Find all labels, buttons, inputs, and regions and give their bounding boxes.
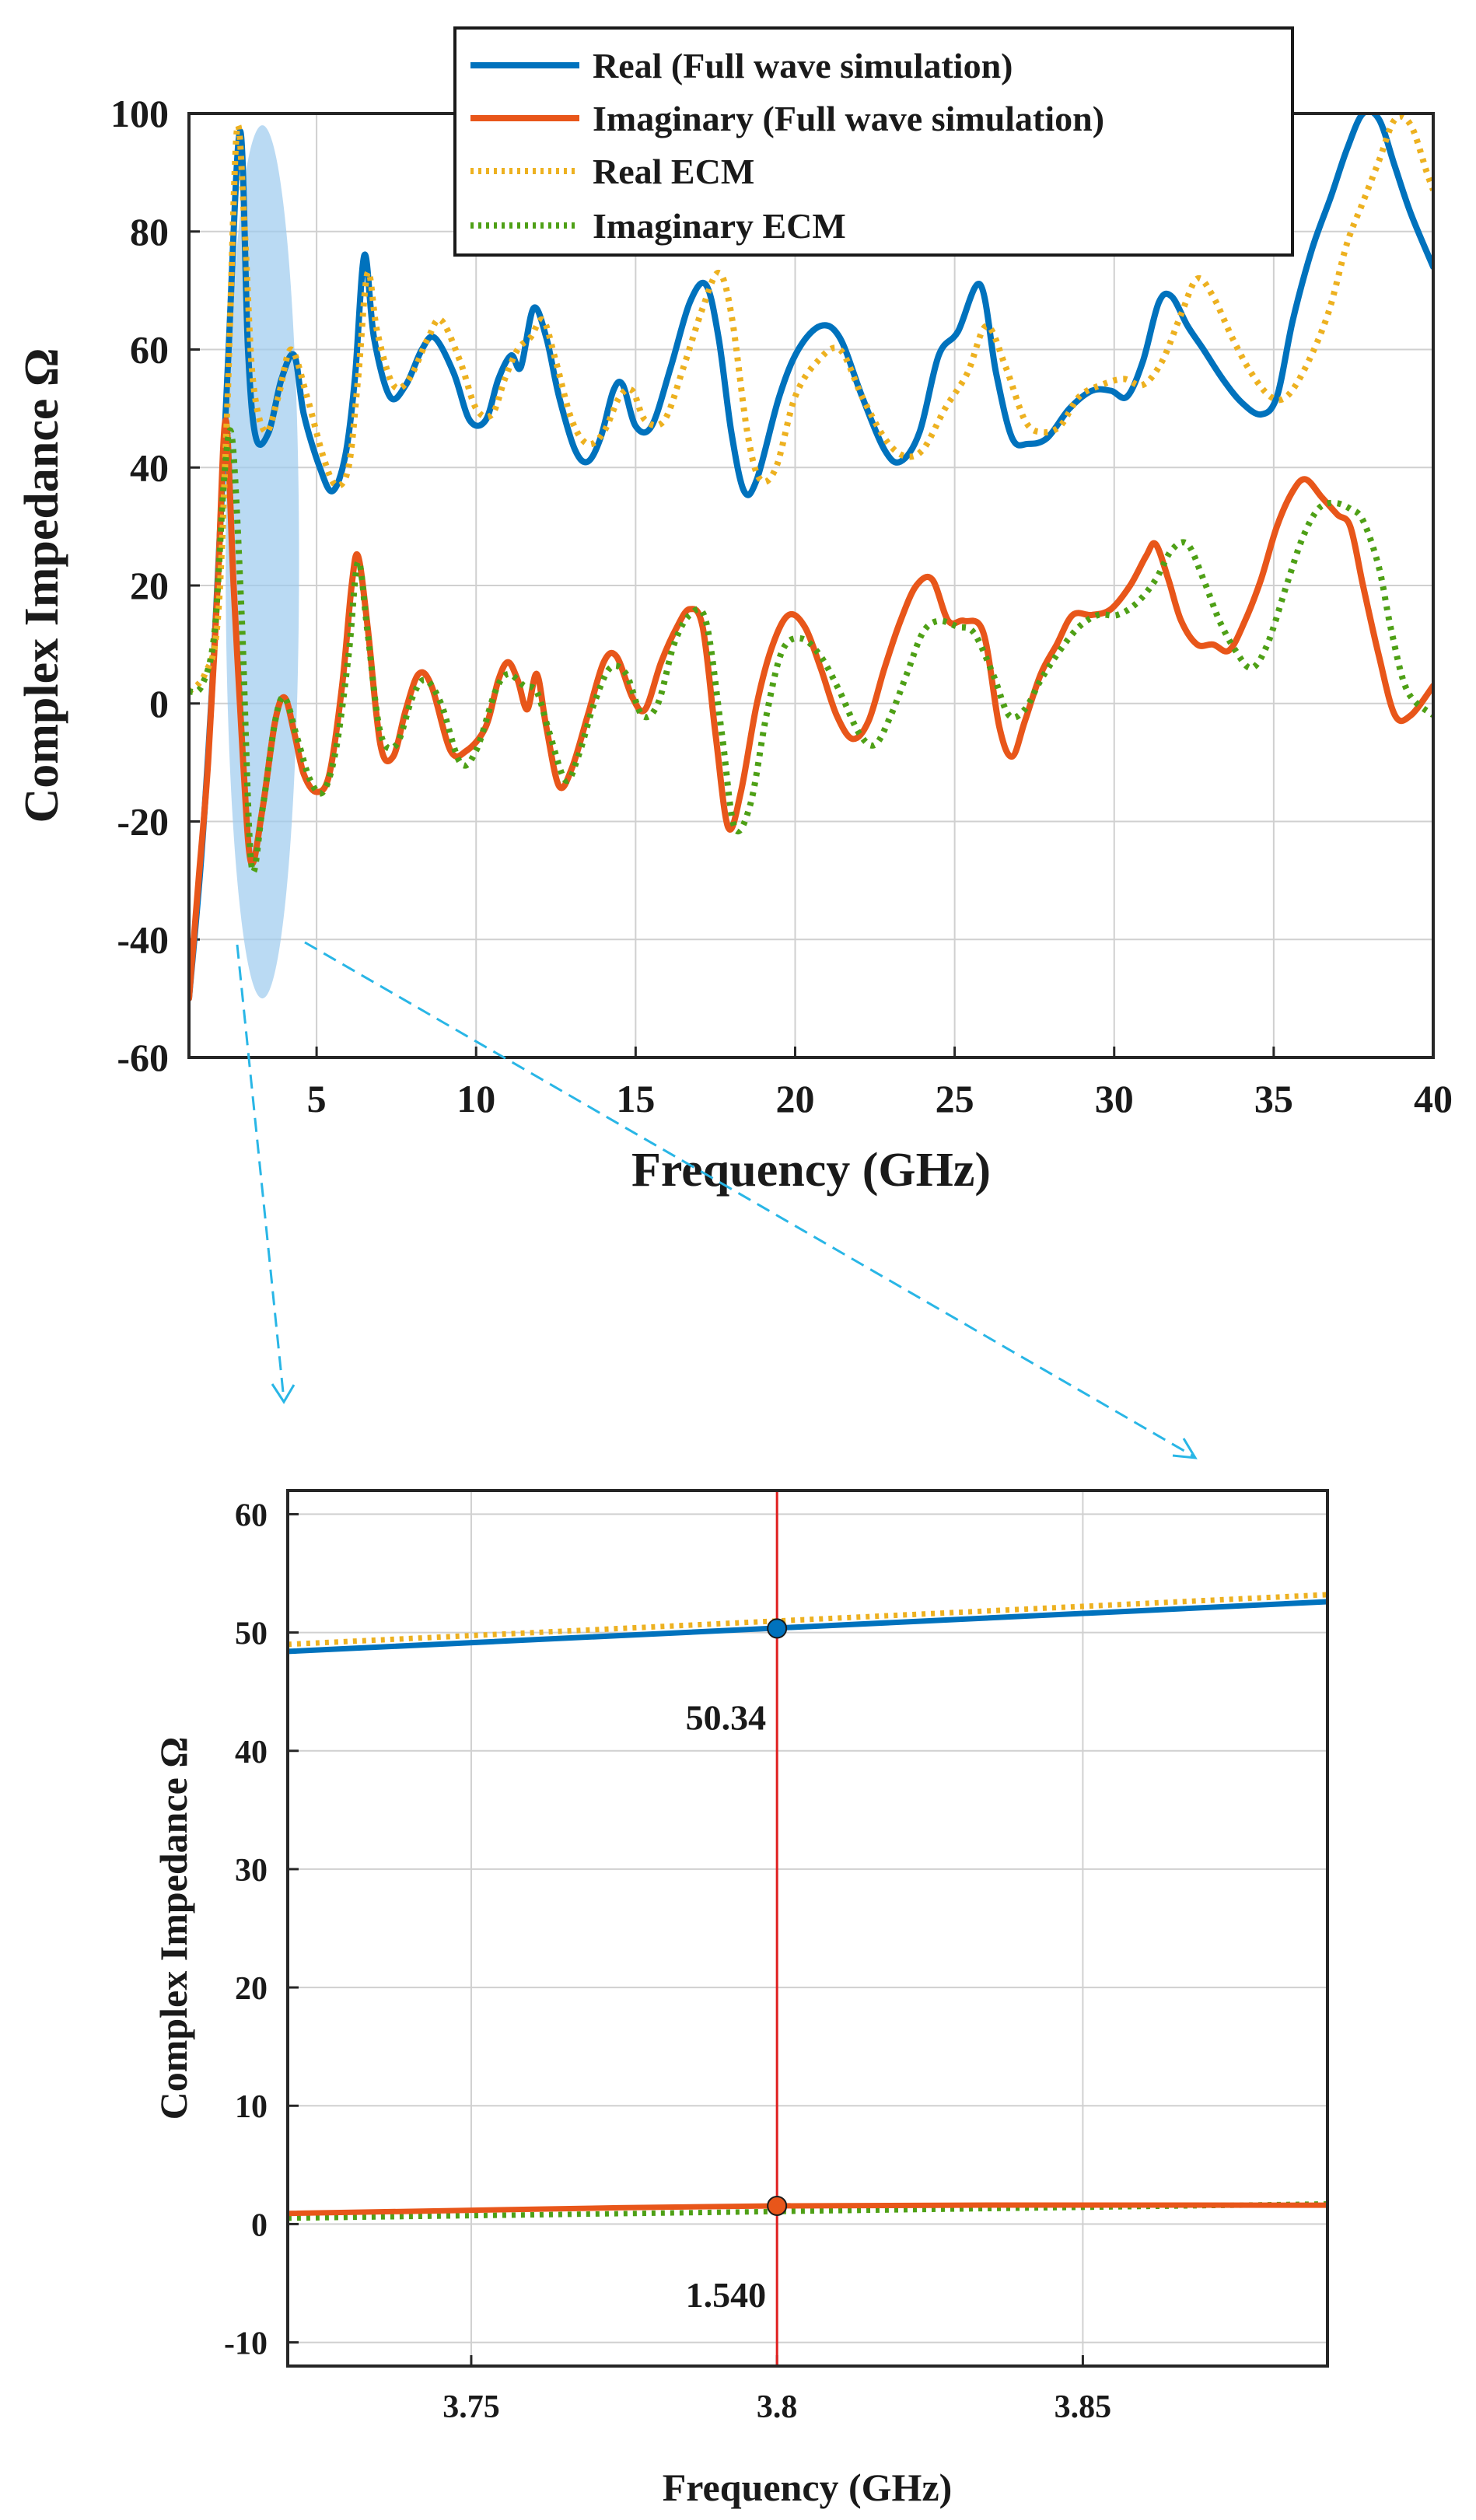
series-line-imaginary-ecm: [189, 427, 1433, 876]
x-tick-label: 10: [456, 1077, 495, 1120]
zoom-data-tips: 50.34 1.540: [686, 1618, 788, 2315]
legend-entry: Imaginary (Full wave simulation): [470, 99, 1104, 138]
main-legend: Real (Full wave simulation) Imaginary (F…: [453, 26, 1294, 257]
y-tick-label: -20: [117, 800, 169, 844]
legend-label: Real (Full wave simulation): [593, 46, 1013, 86]
zoom-arrow-right: [304, 941, 1194, 1458]
legend-label: Real ECM: [593, 152, 754, 191]
y-tick-label: 80: [130, 210, 169, 253]
y-tick-label: 100: [110, 92, 169, 135]
y-tick-label: 20: [235, 1971, 268, 2007]
data-tip-label: 50.34: [686, 1697, 767, 1737]
zoom-plot-frame: [286, 1489, 1329, 2368]
zoom-callout-arrows: [236, 941, 1198, 1459]
legend-label: Imaginary ECM: [593, 206, 846, 246]
legend-entry: Real ECM: [470, 152, 754, 191]
x-tick-label: 3.85: [1055, 2389, 1112, 2425]
main-y-axis-title: Complex Impedance Ω: [16, 348, 68, 823]
y-tick-label: 30: [235, 1853, 268, 1889]
legend-box: [453, 26, 1294, 257]
main-x-axis-title: Frequency (GHz): [631, 1144, 991, 1197]
zoom-tick-labels: 3.75 3.8 3.85 -10 0 10 20 30 40 50 60: [224, 1498, 1111, 2425]
zoom-x-axis-title: Frequency (GHz): [663, 2466, 953, 2509]
x-tick-label: 20: [775, 1077, 814, 1120]
x-tick-label: 35: [1254, 1077, 1293, 1120]
x-tick-label: 30: [1095, 1077, 1134, 1120]
series-line-real-full-wave-simulation: [189, 114, 1433, 1002]
zoom-chart: 50.34 1.540 3.75 3.8 3.85 -10 0 10 20 30 40 50 60 F…: [152, 1489, 1329, 2509]
main-series: [189, 114, 1433, 1002]
y-tick-label: 50: [235, 1617, 268, 1652]
data-tip-marker: [767, 1618, 788, 1639]
main-chart: 5 10 15 20 25 30 35 40 -60 -40 -20 0 20 40 60 80 100 Fre…: [16, 26, 1453, 1197]
y-tick-label: -60: [117, 1036, 169, 1079]
y-tick-label: -40: [117, 917, 169, 961]
y-tick-label: 40: [235, 1735, 268, 1770]
zoom-plot-area: [288, 1491, 1327, 2366]
legend-label: Imaginary (Full wave simulation): [593, 99, 1104, 138]
main-tick-labels: 5 10 15 20 25 30 35 40 -60 -40 -20 0 20 40 60 80 100: [110, 92, 1453, 1120]
x-tick-label: 3.8: [757, 2389, 798, 2425]
x-tick-label: 40: [1414, 1077, 1453, 1120]
data-tip-label: 1.540: [686, 2275, 767, 2315]
zoom-arrowhead-right: [1172, 1438, 1198, 1459]
y-tick-label: 10: [235, 2089, 268, 2125]
series-line-real-ecm: [189, 114, 1433, 694]
zoom-arrow-left: [236, 944, 285, 1400]
zoom-grid: [288, 1491, 1327, 2366]
data-tip-marker: [767, 2195, 788, 2216]
legend-entry: Imaginary ECM: [470, 206, 846, 246]
y-tick-label: 0: [149, 682, 169, 725]
x-tick-label: 15: [616, 1077, 655, 1120]
zoom-y-axis-title: Complex Impedance Ω: [152, 1737, 195, 2120]
y-tick-label: 20: [130, 564, 169, 607]
y-tick-label: -10: [224, 2326, 268, 2362]
series-line-real-full-wave-simulation: [288, 1599, 1327, 1655]
x-tick-label: 25: [936, 1077, 974, 1120]
y-tick-label: 40: [130, 446, 169, 489]
x-tick-label: 5: [307, 1077, 327, 1120]
legend-entry: Real (Full wave simulation): [470, 46, 1013, 86]
y-tick-label: 60: [130, 328, 169, 372]
zoom-arrowhead-left: [271, 1383, 296, 1404]
series-line-imaginary-full-wave-simulation: [189, 417, 1433, 1002]
y-tick-label: 60: [235, 1498, 268, 1533]
x-tick-label: 3.75: [442, 2389, 500, 2425]
y-tick-label: 0: [251, 2207, 268, 2243]
